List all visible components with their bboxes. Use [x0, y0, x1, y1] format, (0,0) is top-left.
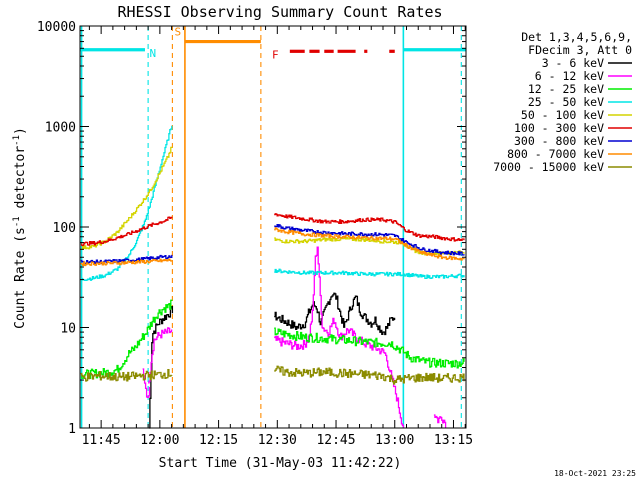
y-axis-label-end: ) — [13, 127, 28, 135]
series-2-segment-0 — [80, 299, 173, 380]
series-2-segment-1 — [274, 327, 465, 369]
y-tick-label-4: 10000 — [37, 20, 76, 35]
flag-letter-S: S — [175, 26, 182, 39]
x-tick-label-3: 12:30 — [258, 433, 297, 448]
x-tick-label-2: 12:15 — [199, 433, 238, 448]
y-axis-label-main: Count Rate (s — [13, 227, 28, 329]
y-axis-ticks: 1 10 100 1000 10000 — [37, 20, 466, 437]
legend-label-2: 12 - 25 keV — [528, 82, 604, 96]
series-8-segment-0 — [80, 369, 173, 382]
chart-title: RHESSI Observing Summary Count Rates — [117, 3, 442, 21]
legend-label-1: 6 - 12 keV — [535, 69, 604, 83]
legend-label-7: 800 - 7000 keV — [507, 147, 604, 161]
legend: Det 1,3,4,5,6,9, FDecim 3, Att 0 3 - 6 k… — [493, 30, 632, 174]
series-6-segment-1 — [274, 224, 465, 256]
flag-letter-F: F — [272, 48, 279, 61]
series-3-segment-1 — [274, 268, 465, 280]
series-0-segment-1 — [274, 292, 396, 336]
flag-letter-N: N — [150, 47, 157, 60]
legend-label-8: 7000 - 15000 keV — [493, 160, 604, 174]
series-4-segment-0 — [80, 146, 173, 250]
flag-bars: N S F — [80, 26, 466, 61]
legend-header-line1: Det 1,3,4,5,6,9, — [521, 30, 632, 44]
legend-header-line2: FDecim 3, Att 0 — [528, 43, 632, 57]
x-tick-label-0: 11:45 — [82, 433, 121, 448]
y-tick-label-2: 100 — [53, 221, 76, 236]
series-5-segment-1 — [274, 213, 465, 242]
x-axis-label: Start Time (31-May-03 11:42:22) — [159, 456, 402, 471]
legend-label-3: 25 - 50 keV — [528, 95, 604, 109]
legend-label-4: 50 - 100 keV — [521, 108, 604, 122]
series-7-segment-1 — [274, 227, 465, 261]
y-axis-label-sup1: -1 — [12, 216, 22, 227]
series-layer — [80, 125, 465, 429]
x-tick-label-1: 12:00 — [140, 433, 179, 448]
y-tick-label-0: 1 — [68, 422, 76, 437]
series-1-segment-0 — [148, 327, 173, 384]
y-tick-label-1: 10 — [60, 322, 76, 337]
x-tick-label-5: 13:00 — [375, 433, 414, 448]
footer-timestamp: 18-Oct-2021 23:25 — [554, 469, 636, 478]
x-tick-label-4: 12:45 — [316, 433, 355, 448]
x-tick-label-6: 13:15 — [434, 433, 473, 448]
y-axis-label-sup2: -1 — [12, 135, 22, 146]
y-axis-label-mid: detector — [13, 146, 28, 217]
legend-label-5: 100 - 300 keV — [514, 121, 604, 135]
series-6-segment-0 — [80, 254, 173, 265]
series-1-segment-3 — [433, 414, 447, 428]
x-axis-ticks: 11:45 12:00 12:15 12:30 12:45 13:00 13:15 — [82, 26, 473, 448]
series-8-segment-1 — [274, 365, 465, 385]
series-0-segment-0 — [148, 305, 174, 429]
legend-label-0: 3 - 6 keV — [542, 56, 604, 70]
legend-label-6: 300 - 800 keV — [514, 134, 604, 148]
y-tick-label-3: 1000 — [45, 121, 76, 136]
series-7-segment-0 — [80, 258, 173, 267]
y-axis-label: Count Rate (s-1 detector-1) — [12, 127, 28, 329]
series-5-segment-0 — [80, 216, 173, 247]
